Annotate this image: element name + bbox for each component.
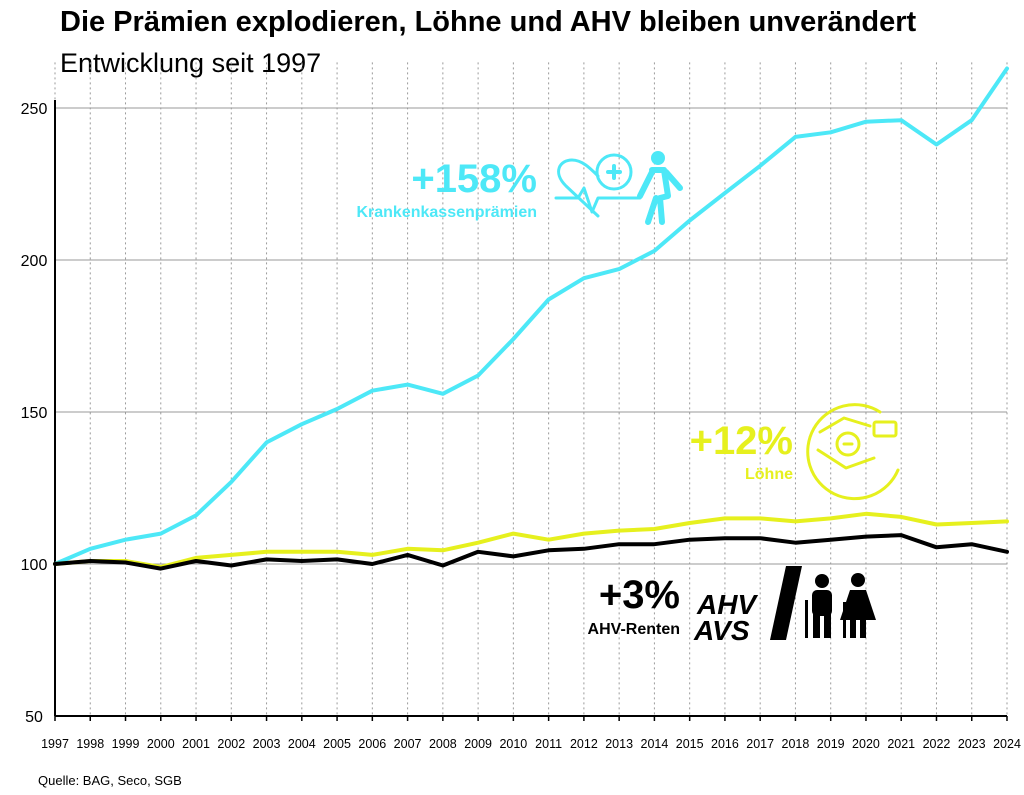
- x-tick-1998: 1998: [76, 737, 104, 751]
- hands-money-icon: [806, 403, 900, 501]
- x-tick-2013: 2013: [605, 737, 633, 751]
- chart-title: Die Prämien explodieren, Löhne und AHV b…: [60, 6, 917, 38]
- x-tick-2018: 2018: [782, 737, 810, 751]
- premiums-label: Krankenkassenprämien: [356, 204, 537, 221]
- x-tick-2009: 2009: [464, 737, 492, 751]
- x-tick-2003: 2003: [253, 737, 281, 751]
- pensions-label: AHV-Renten: [588, 621, 680, 638]
- gridlines: [54, 62, 1008, 716]
- y-tick-100: 100: [21, 557, 48, 574]
- elderly-couple-icon: [805, 573, 876, 638]
- x-tick-2011: 2011: [535, 737, 562, 751]
- x-tick-2008: 2008: [429, 737, 457, 751]
- x-tick-2002: 2002: [217, 737, 245, 751]
- x-tick-2010: 2010: [499, 737, 527, 751]
- annotation-wages: +12% Löhne: [690, 403, 900, 501]
- series-lines: [53, 66, 1009, 571]
- source-note: Quelle: BAG, Seco, SGB: [38, 773, 182, 788]
- x-tick-1999: 1999: [112, 737, 140, 751]
- x-tick-2022: 2022: [923, 737, 951, 751]
- premiums-percent: +158%: [411, 157, 537, 201]
- x-tick-labels: 1997 1998 1999 2000 2001 2002 2003 2004 2005 2006…: [41, 737, 1021, 751]
- x-tick-2015: 2015: [676, 737, 704, 751]
- y-tick-50: 50: [25, 709, 43, 726]
- x-tick-2000: 2000: [147, 737, 175, 751]
- series-line-0: [53, 66, 1009, 566]
- y-tick-250: 250: [21, 101, 48, 118]
- ahv-logo-text: AHV: [696, 589, 758, 620]
- x-tick-2014: 2014: [641, 737, 669, 751]
- y-tick-200: 200: [21, 253, 48, 270]
- x-tick-2024: 2024: [993, 737, 1021, 751]
- x-tick-2023: 2023: [958, 737, 986, 751]
- wages-label: Löhne: [745, 466, 793, 483]
- chart-subtitle: Entwicklung seit 1997: [60, 48, 322, 78]
- x-tick-2012: 2012: [570, 737, 598, 751]
- x-tick-2005: 2005: [323, 737, 351, 751]
- annotation-pensions: +3% AHV-Renten AHV AVS: [588, 566, 876, 646]
- avs-logo-text: AVS: [693, 615, 750, 646]
- ahv-avs-logo: AHV AVS: [693, 566, 802, 646]
- x-tick-2019: 2019: [817, 737, 845, 751]
- x-tick-1997: 1997: [41, 737, 69, 751]
- y-tick-150: 150: [21, 405, 48, 422]
- axes: [54, 100, 1008, 721]
- wages-percent: +12%: [690, 419, 793, 463]
- annotation-premiums: +158% Krankenkassenprämien: [356, 151, 683, 225]
- x-tick-2007: 2007: [394, 737, 422, 751]
- series-line-1: [53, 511, 1009, 569]
- health-heart-walker-icon: [554, 151, 683, 225]
- series-line-2: [53, 533, 1009, 571]
- x-tick-2021: 2021: [887, 737, 915, 751]
- x-tick-2001: 2001: [182, 737, 210, 751]
- x-tick-2020: 2020: [852, 737, 880, 751]
- x-tick-2017: 2017: [746, 737, 774, 751]
- y-tick-labels: 50 100 150 200 250: [21, 101, 48, 726]
- x-tick-2006: 2006: [358, 737, 386, 751]
- x-tick-2004: 2004: [288, 737, 316, 751]
- x-tick-2016: 2016: [711, 737, 739, 751]
- pensions-percent: +3%: [599, 573, 680, 617]
